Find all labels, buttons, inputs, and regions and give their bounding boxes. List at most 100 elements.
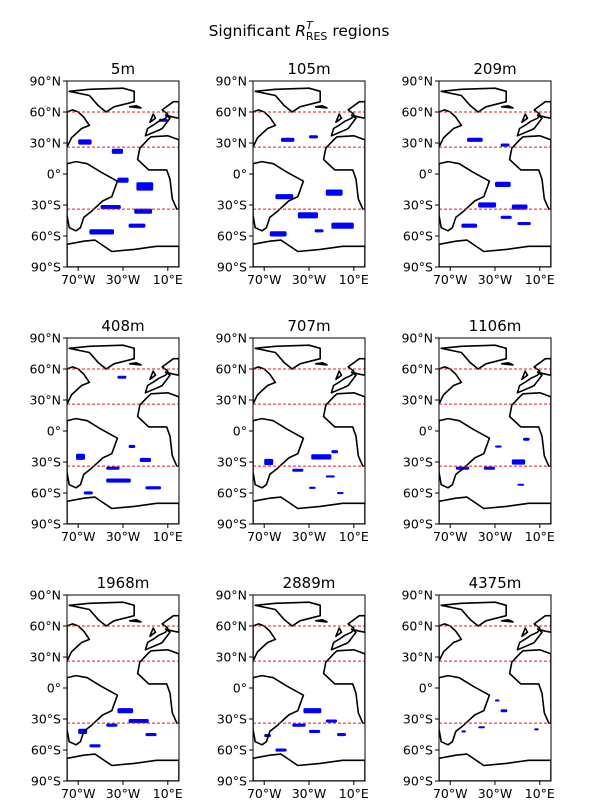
map-panel-209m: 209m 90°N 60°N 30°N 0° 30°S 60°S 90°S70°W 30°W 10…	[401, 60, 554, 287]
significant-region	[331, 450, 339, 454]
x-tick-label: 30°W	[106, 529, 141, 544]
y-tick-label: 30°S	[217, 198, 247, 213]
y-tick-label: 30°S	[403, 712, 433, 727]
coastline	[136, 392, 179, 467]
significant-region	[134, 208, 153, 214]
coastline	[500, 619, 514, 623]
y-tick-label: 60°N	[215, 105, 247, 120]
axes-frame	[252, 80, 366, 268]
y-tick-label: 30°N	[401, 393, 433, 408]
y-tick-label: 30°N	[29, 393, 61, 408]
x-tick-label: 30°W	[478, 272, 513, 287]
significant-region	[145, 733, 157, 737]
x-tick-label: 30°W	[478, 786, 513, 801]
significant-region	[483, 466, 495, 470]
significant-region	[100, 205, 121, 210]
y-tick-label: 60°N	[401, 619, 433, 634]
coastline	[144, 614, 179, 651]
significant-region	[517, 483, 525, 486]
coastline	[516, 357, 551, 394]
y-tick-label: 90°N	[401, 588, 433, 603]
y-tick-label: 90°S	[217, 774, 247, 789]
significant-region	[111, 148, 123, 154]
panel-title: 4375m	[469, 574, 522, 592]
coastline	[253, 160, 305, 232]
significant-region	[511, 459, 526, 465]
coastline	[322, 135, 365, 210]
coastline	[439, 623, 463, 662]
y-tick-label: 30°N	[215, 393, 247, 408]
coastline	[254, 601, 321, 627]
y-tick-label: 90°N	[401, 331, 433, 346]
coastline	[136, 135, 179, 210]
significant-region	[311, 454, 332, 460]
axes-frame	[252, 337, 366, 525]
coastline	[128, 105, 142, 109]
coastline	[149, 370, 157, 381]
x-tick-label: 10°E	[339, 786, 369, 801]
coastline	[500, 105, 514, 109]
y-tick-label: 30°N	[215, 650, 247, 665]
map-content	[439, 344, 551, 524]
y-tick-label: 90°S	[403, 260, 433, 275]
significant-region	[76, 453, 85, 460]
significant-region	[139, 457, 151, 462]
x-tick-label: 30°W	[292, 529, 327, 544]
coastline	[314, 105, 328, 109]
coastline	[439, 674, 491, 746]
coastline	[521, 113, 529, 124]
coastline	[314, 362, 328, 366]
significant-region	[309, 486, 316, 489]
y-tick-label: 30°N	[215, 136, 247, 151]
map-panel-5m: 5m 90°N 60°N 30°N 0° 30°S 60°S 90°S70°W 30°W 10°E	[29, 60, 182, 287]
significant-region	[309, 729, 321, 733]
significant-region	[264, 458, 274, 466]
coastline	[67, 366, 91, 405]
significant-region	[275, 748, 287, 752]
significant-region	[297, 212, 318, 219]
y-tick-label: 90°S	[403, 517, 433, 532]
coastline	[144, 100, 179, 137]
significant-region	[145, 486, 162, 490]
significant-region	[106, 478, 131, 483]
y-tick-label: 60°N	[29, 619, 61, 634]
coastline	[439, 109, 463, 148]
y-tick-label: 90°N	[215, 74, 247, 89]
axes-frame	[438, 337, 552, 525]
coastline	[68, 601, 135, 627]
panel-title: 2889m	[283, 574, 336, 592]
y-tick-label: 90°N	[215, 588, 247, 603]
significant-region	[511, 204, 528, 210]
y-tick-label: 30°S	[31, 455, 61, 470]
coastline	[508, 649, 551, 724]
significant-region	[325, 719, 337, 723]
coastline	[254, 87, 321, 113]
x-tick-label: 70°W	[61, 272, 96, 287]
coastline	[330, 357, 365, 394]
significant-region	[117, 177, 129, 183]
coastline	[335, 627, 343, 638]
coastline	[67, 109, 91, 148]
significant-region	[325, 189, 343, 196]
x-tick-label: 10°E	[153, 786, 183, 801]
coastline	[330, 100, 365, 137]
axes-frame	[252, 594, 366, 782]
x-tick-label: 70°W	[433, 529, 468, 544]
significant-region	[128, 719, 149, 724]
significant-region	[89, 229, 114, 235]
y-tick-label: 60°S	[31, 486, 61, 501]
map-panel-1968m: 1968m 90°N 60°N 30°N 0° 30°S 60°S 90°S70°W 30°W 1…	[29, 574, 182, 801]
significant-region	[534, 728, 539, 731]
significant-region	[461, 730, 466, 733]
panel-title: 707m	[287, 317, 330, 335]
y-tick-label: 90°N	[29, 74, 61, 89]
coastline	[439, 417, 491, 489]
map-content	[67, 87, 179, 267]
coastline	[322, 649, 365, 724]
y-tick-label: 30°N	[401, 136, 433, 151]
coastline	[439, 366, 463, 405]
panel-title: 1106m	[469, 317, 522, 335]
axes-frame	[438, 594, 552, 782]
coastline	[521, 627, 529, 638]
map-panel-707m: 707m 90°N 60°N 30°N 0° 30°S 60°S 90°S70°W 30°W 10…	[215, 317, 368, 544]
